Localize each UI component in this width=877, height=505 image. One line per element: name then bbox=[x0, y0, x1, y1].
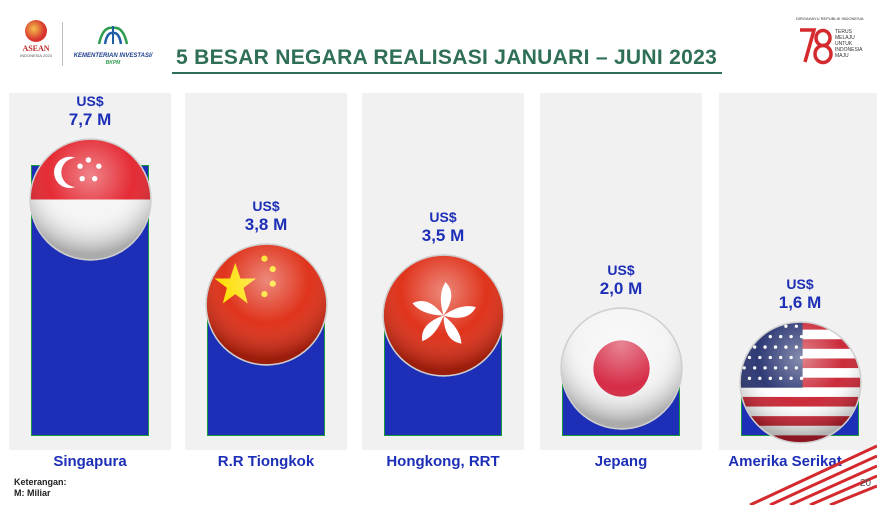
category-label: Hongkong, RRT bbox=[386, 453, 500, 470]
legend-note: Keterangan: M: Miliar bbox=[14, 477, 67, 499]
hongkong-flag-icon bbox=[381, 253, 506, 383]
note-label: Keterangan: bbox=[14, 477, 67, 487]
asean-logo-text: ASEAN bbox=[22, 44, 50, 53]
currency-label: US$ bbox=[76, 93, 104, 109]
asean-ring-icon bbox=[25, 20, 47, 42]
anniversary-logo: DIRGAHAYU REPUBLIK INDONESIA TERUS MELAJ… bbox=[796, 16, 872, 76]
bkpm-line1: KEMENTERIAN INVESTASI/ bbox=[73, 53, 153, 59]
title-underline bbox=[172, 72, 722, 74]
value-amount: 3,5 M bbox=[421, 225, 465, 245]
anniversary-78-icon bbox=[800, 28, 833, 65]
china-flag-icon bbox=[204, 242, 329, 372]
corner-decoration bbox=[749, 444, 877, 505]
bkpm-logo: KEMENTERIAN INVESTASI/ BKPM bbox=[68, 22, 158, 66]
value-label: US$ 1,6 M bbox=[740, 276, 860, 313]
japan-flag-icon bbox=[559, 306, 684, 436]
category-label: Singapura bbox=[53, 453, 127, 470]
currency-label: US$ bbox=[252, 198, 280, 215]
page-title: 5 BESAR NEGARA REALISASI JANUARI – JUNI … bbox=[176, 46, 718, 69]
usa-flag-icon bbox=[738, 320, 863, 450]
singapore-flag-icon bbox=[28, 137, 153, 267]
currency-label: US$ bbox=[786, 275, 814, 292]
anniversary-small-text: DIRGAHAYU REPUBLIK INDONESIA bbox=[796, 16, 864, 21]
currency-label: US$ bbox=[607, 261, 635, 278]
currency-label: US$ bbox=[429, 208, 457, 225]
bkpm-emblem-icon bbox=[97, 26, 129, 45]
value-label: US$ 2,0 M bbox=[561, 262, 681, 299]
value-label: US$ 3,8 M bbox=[206, 198, 326, 235]
category-label: Amerika Serikat bbox=[728, 453, 842, 470]
value-amount: 3,8 M bbox=[244, 215, 288, 235]
page-number: 20 bbox=[860, 478, 872, 489]
value-label: US$ 7,7 M bbox=[30, 93, 150, 130]
value-amount: 2,0 M bbox=[599, 278, 643, 298]
category-label: R.R Tiongkok bbox=[217, 453, 315, 470]
asean-logo: ASEAN INDONESIA 2023 bbox=[16, 20, 56, 68]
bkpm-line2: BKPM bbox=[105, 60, 121, 66]
value-amount: 7,7 M bbox=[68, 110, 112, 129]
note-text: M: Miliar bbox=[14, 488, 51, 498]
anniversary-tagline: TERUS MELAJU UNTUK INDONESIA MAJU bbox=[835, 29, 863, 59]
logo-divider bbox=[62, 22, 63, 66]
value-label: US$ 3,5 M bbox=[383, 209, 503, 246]
category-label: Jepang bbox=[594, 453, 648, 470]
asean-logo-sub: INDONESIA 2023 bbox=[20, 53, 52, 58]
value-amount: 1,6 M bbox=[778, 292, 822, 312]
